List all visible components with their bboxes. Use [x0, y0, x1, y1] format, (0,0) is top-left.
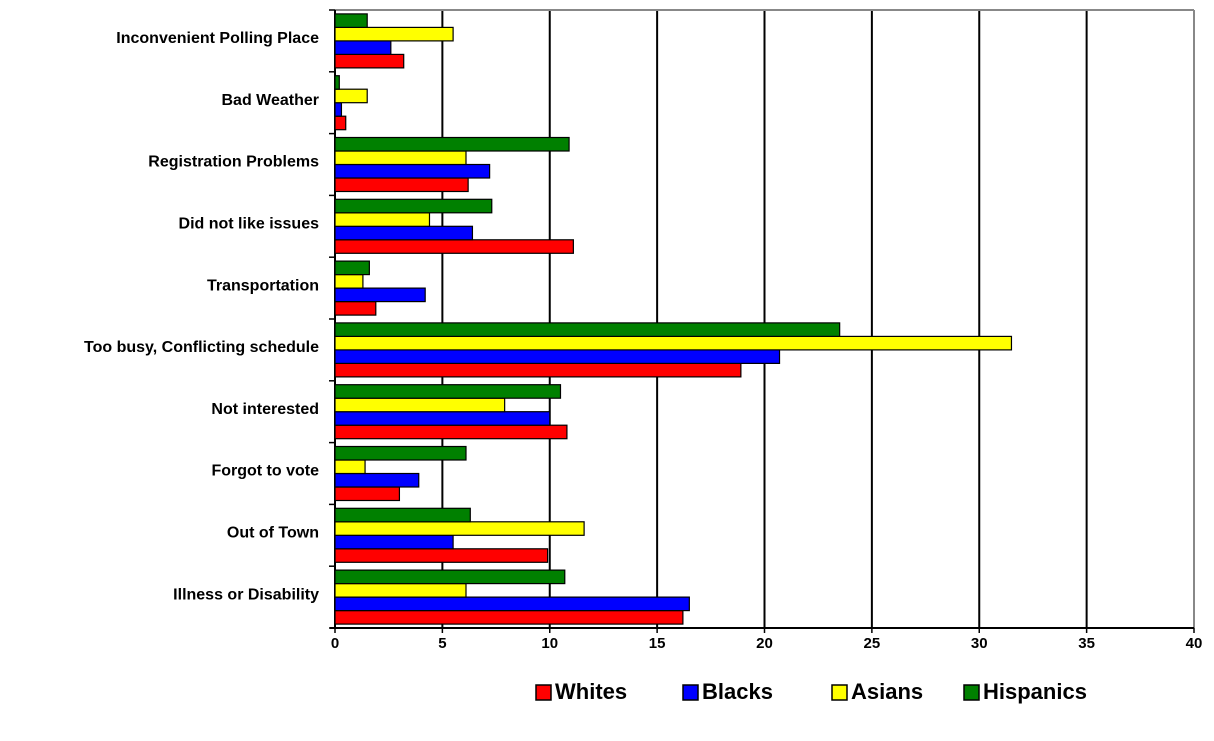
bar [334, 88, 368, 104]
x-tick-label: 40 [1186, 635, 1203, 652]
bar [334, 349, 781, 364]
bar [334, 507, 471, 523]
bar [334, 424, 568, 440]
bar [334, 459, 366, 475]
legend-swatch [831, 684, 848, 701]
bar [334, 136, 570, 152]
bar [334, 411, 551, 426]
bar [334, 548, 549, 563]
y-tick-label: Not interested [211, 401, 319, 418]
bar [334, 384, 562, 399]
bar [334, 53, 405, 69]
y-tick-label: Forgot to vote [211, 463, 319, 480]
y-tick-label: Out of Town [227, 525, 319, 542]
y-tick-label: Bad Weather [221, 92, 319, 109]
bar [334, 239, 574, 254]
bar [334, 335, 1013, 351]
bar [334, 569, 566, 585]
bar [334, 486, 401, 502]
x-tick-label: 10 [541, 635, 558, 652]
bar [334, 75, 340, 90]
legend-label: Whites [555, 679, 627, 704]
bar [334, 40, 392, 56]
x-tick-label: 35 [1078, 635, 1095, 652]
x-tick-label: 30 [971, 635, 988, 652]
bar [334, 521, 585, 536]
bar [334, 397, 506, 413]
y-tick-label: Too busy, Conflicting schedule [84, 339, 319, 356]
x-tick-label: 5 [438, 635, 446, 652]
y-tick-label: Illness or Disability [173, 586, 319, 603]
x-tick-label: 0 [331, 635, 339, 652]
bar [334, 26, 454, 42]
bar [334, 212, 431, 227]
x-tick-label: 20 [756, 635, 773, 652]
y-tick-label: Inconvenient Polling Place [116, 30, 319, 47]
bar [334, 150, 467, 166]
bar [334, 102, 343, 117]
bar [334, 322, 841, 337]
bar [334, 225, 474, 241]
bar [334, 472, 420, 488]
bar [334, 274, 364, 289]
legend-label: Hispanics [983, 679, 1087, 704]
x-tick-label: 25 [864, 635, 881, 652]
legend-swatch [682, 684, 699, 701]
bar [334, 596, 690, 612]
bar [334, 260, 370, 276]
bar [334, 301, 377, 316]
y-tick-label: Registration Problems [148, 154, 319, 171]
bar [334, 609, 684, 625]
legend-swatch [963, 684, 980, 701]
legend-label: Blacks [702, 679, 773, 704]
y-tick-label: Transportation [207, 277, 319, 294]
bar [334, 115, 347, 131]
bar [334, 534, 454, 550]
legend-swatch [535, 684, 552, 701]
bar [334, 362, 742, 378]
bar [334, 287, 426, 303]
bar [334, 177, 469, 193]
y-tick-label: Did not like issues [179, 216, 320, 233]
bar [334, 582, 467, 598]
bar [334, 198, 493, 214]
bar [334, 445, 467, 461]
bar [334, 13, 368, 28]
bar [334, 163, 491, 179]
legend-label: Asians [851, 679, 923, 704]
x-tick-label: 15 [649, 635, 666, 652]
